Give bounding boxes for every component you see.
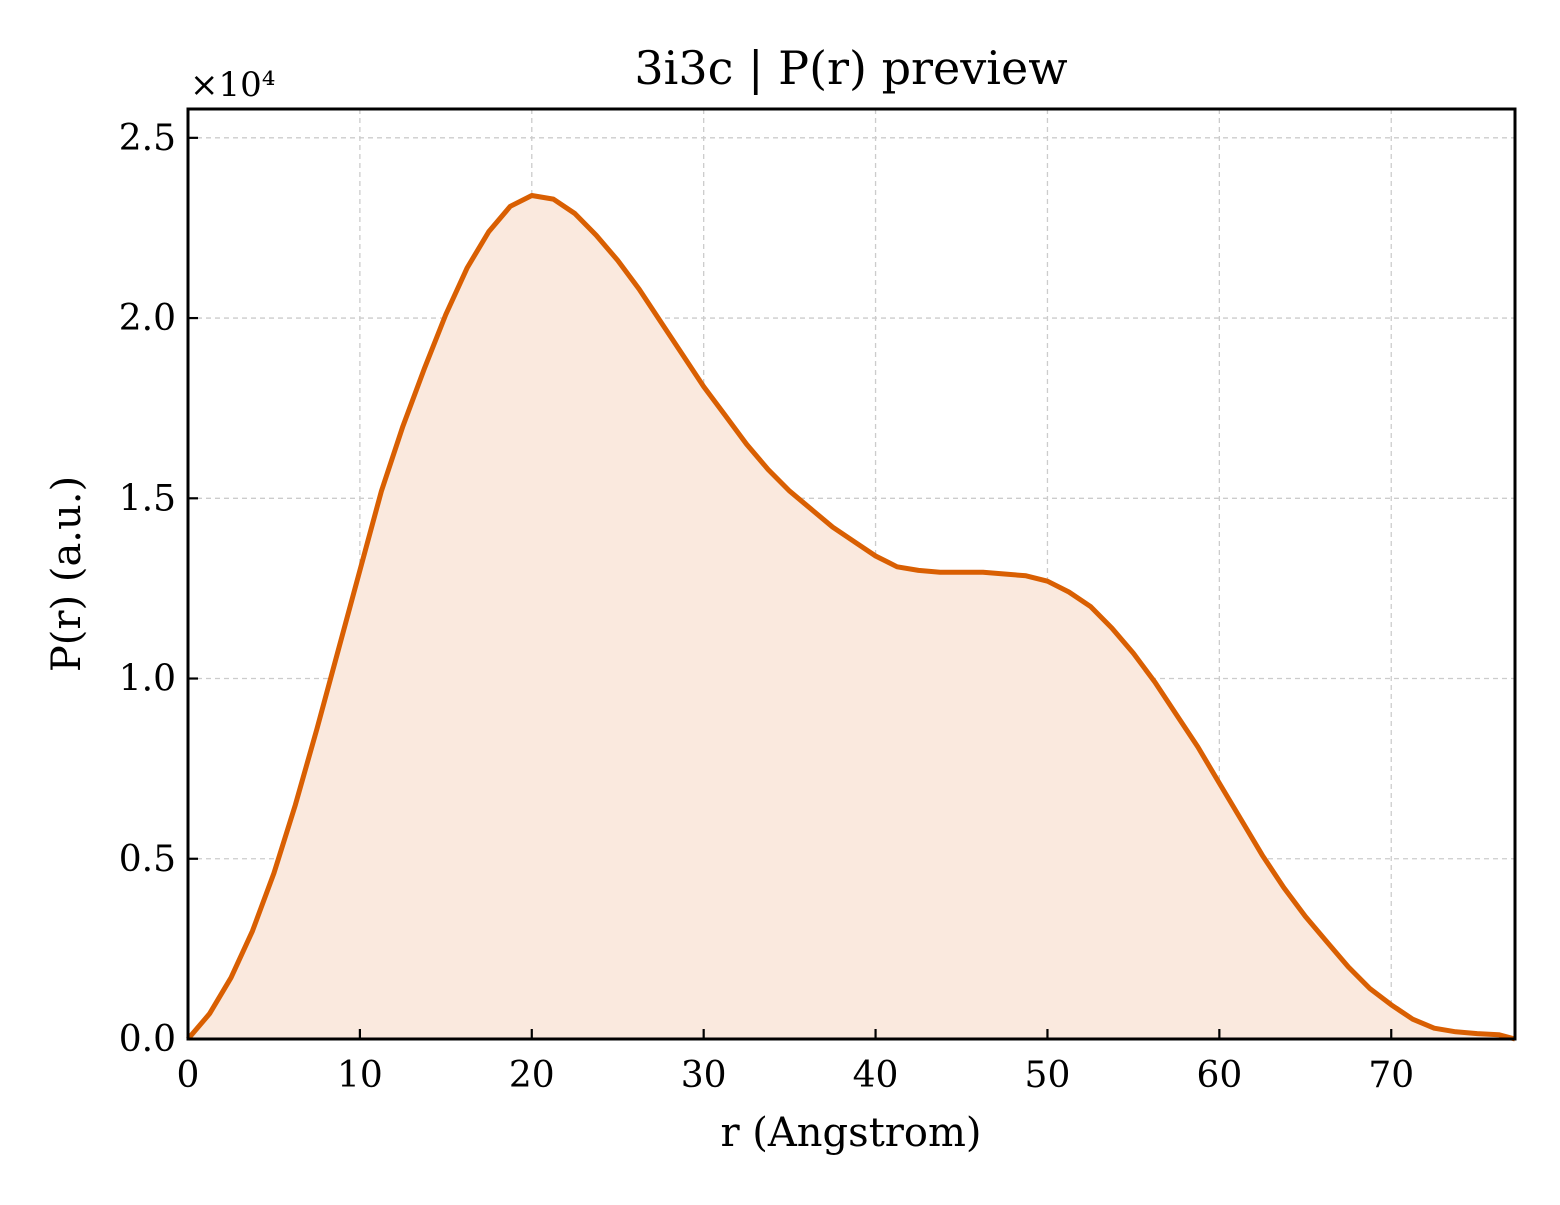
x-tick-label: 10	[337, 1055, 383, 1096]
x-tick-label: 40	[853, 1055, 899, 1096]
y-offset-label: ×10⁴	[190, 65, 275, 105]
x-tick-label: 30	[681, 1055, 727, 1096]
x-axis-label: r (Angstrom)	[720, 1110, 981, 1156]
x-tick-label: 0	[177, 1055, 200, 1096]
x-tick-label: 50	[1025, 1055, 1071, 1096]
y-tick-label: 1.5	[119, 478, 176, 519]
ticks: 0 10 20 30 40 50 60 70 0.0 0.5 1.0 1.5 2.0 2.5	[119, 118, 1414, 1096]
y-tick-label: 1.0	[119, 659, 176, 700]
y-tick-label: 2.0	[119, 298, 176, 339]
area-fill	[188, 195, 1515, 1039]
plot-frame	[186, 107, 1517, 1041]
x-tick-label: 60	[1196, 1055, 1242, 1096]
y-axis-label: P(r) (a.u.)	[44, 476, 90, 672]
y-tick-label: 0.0	[119, 1019, 176, 1060]
x-tick-label: 20	[509, 1055, 555, 1096]
y-tick-label: 0.5	[119, 839, 176, 880]
series-line	[186, 193, 1516, 1042]
chart-title: 3i3c | P(r) preview	[634, 41, 1067, 95]
y-tick-label: 2.5	[119, 118, 176, 159]
x-tick-label: 70	[1368, 1055, 1414, 1096]
